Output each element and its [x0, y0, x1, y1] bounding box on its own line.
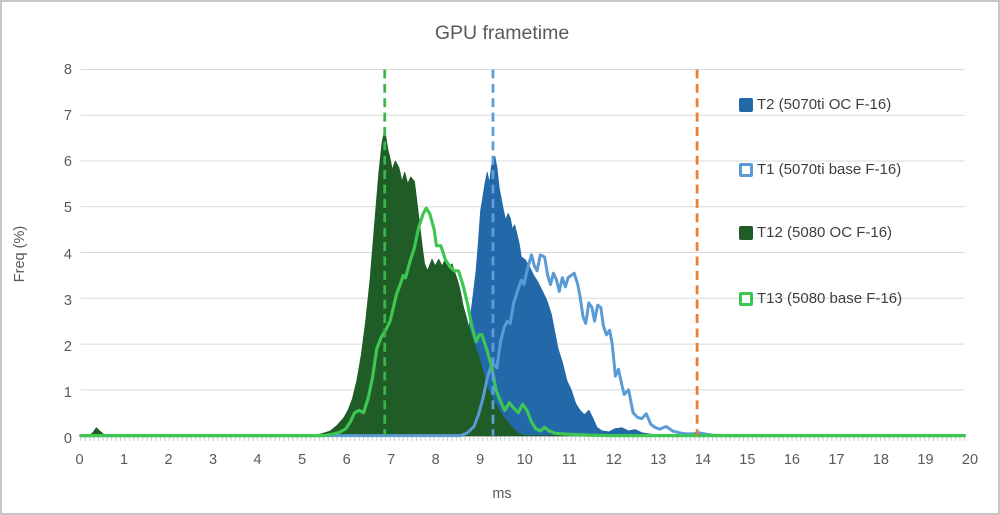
y-axis-title: Freq (%) — [12, 225, 28, 283]
legend-item-t2: T2 (5070ti OC F-16) — [739, 95, 891, 115]
legend-marker-t12 — [739, 226, 753, 240]
legend-marker-t2 — [739, 98, 753, 112]
x-tick-label: 3 — [209, 452, 218, 468]
y-tick-label: 4 — [63, 246, 72, 263]
x-tick-label: 2 — [164, 452, 173, 468]
x-tick-label: 9 — [476, 452, 485, 468]
series-t12 — [80, 129, 965, 437]
legend-label-t12: T12 (5080 OC F-16) — [757, 224, 893, 241]
x-tick-label: 4 — [253, 452, 262, 468]
x-tick-label: 5 — [298, 452, 307, 468]
y-tick-label: 1 — [63, 384, 72, 401]
y-tick-label: 5 — [63, 200, 72, 217]
y-tick-label: 2 — [63, 338, 72, 355]
series-t1 — [79, 253, 966, 438]
series-t13 — [79, 206, 966, 438]
legend-marker-t1 — [739, 163, 753, 177]
x-tick-label: 10 — [516, 452, 533, 468]
legend-label-t2: T2 (5070ti OC F-16) — [757, 96, 892, 113]
x-tick-label: 12 — [605, 452, 622, 468]
x-tick-label: 19 — [917, 452, 934, 468]
x-tick-label: 11 — [561, 452, 577, 468]
y-tick-label: 6 — [63, 154, 72, 171]
x-axis-title: ms — [492, 486, 512, 502]
legend-item-t12: T12 (5080 OC F-16) — [739, 223, 892, 243]
legend-marker-t13 — [739, 292, 753, 306]
x-tick-label: 6 — [342, 452, 351, 468]
chart-title: GPU frametime — [434, 22, 570, 44]
x-tick-label: 13 — [650, 452, 667, 468]
x-tick-label: 20 — [961, 452, 979, 468]
y-tick-label: 0 — [63, 431, 72, 447]
legend-item-t13: T13 (5080 base F-16) — [739, 289, 902, 309]
legend-item-t1: T1 (5070ti base F-16) — [739, 160, 901, 180]
y-tick-label: 8 — [63, 62, 72, 78]
x-tick-label: 16 — [783, 452, 800, 468]
y-tick-label: 3 — [63, 292, 72, 309]
x-tick-label: 15 — [739, 452, 756, 468]
x-tick-label: 1 — [119, 452, 129, 468]
x-tick-label: 8 — [431, 452, 440, 468]
x-tick-label: 7 — [387, 452, 396, 468]
x-tick-label: 14 — [694, 452, 711, 468]
x-axis-minor-ticks — [80, 436, 965, 441]
y-tick-label: 7 — [63, 108, 72, 125]
x-tick-label: 17 — [828, 452, 845, 468]
x-tick-label: 18 — [872, 452, 889, 468]
x-tick-label: 0 — [75, 452, 84, 468]
legend-label-t13: T13 (5080 base F-16) — [757, 290, 903, 307]
legend-label-t1: T1 (5070ti base F-16) — [757, 161, 902, 178]
